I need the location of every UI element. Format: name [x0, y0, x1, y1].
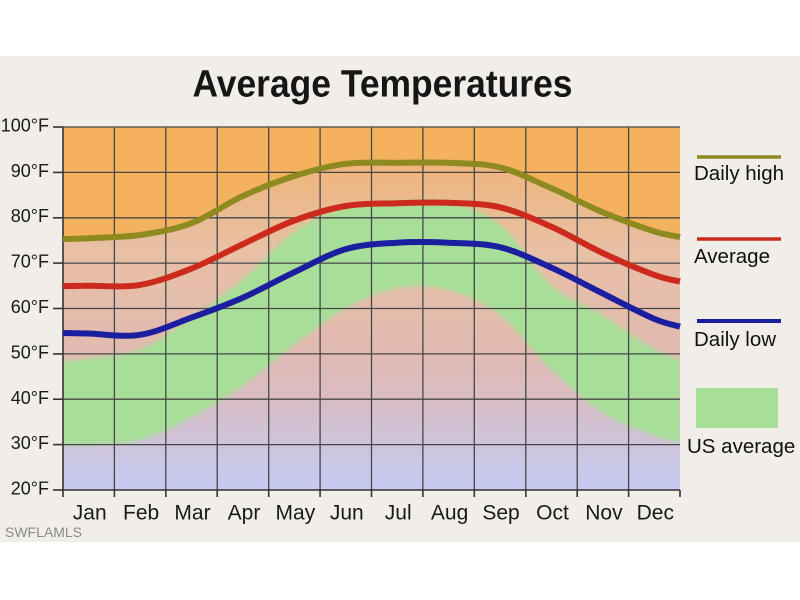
svg-text:Average Temperatures: Average Temperatures	[193, 64, 573, 106]
svg-text:50°F: 50°F	[11, 342, 49, 362]
svg-text:Jul: Jul	[385, 502, 412, 525]
svg-text:100°F: 100°F	[1, 116, 49, 136]
svg-text:Daily high: Daily high	[694, 162, 784, 185]
svg-text:Nov: Nov	[585, 502, 623, 525]
svg-text:May: May	[276, 502, 316, 525]
svg-text:Oct: Oct	[536, 502, 569, 525]
svg-text:Sep: Sep	[482, 502, 519, 525]
svg-text:40°F: 40°F	[11, 388, 49, 408]
svg-text:20°F: 20°F	[11, 479, 49, 499]
svg-text:90°F: 90°F	[11, 161, 49, 181]
svg-text:Mar: Mar	[174, 502, 210, 525]
svg-text:Jun: Jun	[330, 502, 364, 525]
svg-text:SWFLAMLS: SWFLAMLS	[5, 524, 82, 540]
svg-text:Dec: Dec	[637, 502, 674, 525]
svg-text:Jan: Jan	[73, 502, 107, 525]
svg-text:30°F: 30°F	[11, 433, 49, 453]
svg-text:60°F: 60°F	[11, 297, 49, 317]
svg-text:Daily low: Daily low	[694, 328, 776, 351]
svg-text:80°F: 80°F	[11, 206, 49, 226]
svg-text:Aug: Aug	[431, 502, 468, 525]
svg-text:Apr: Apr	[228, 502, 261, 525]
svg-text:Average: Average	[694, 245, 770, 268]
svg-text:70°F: 70°F	[11, 252, 49, 272]
svg-text:Feb: Feb	[123, 502, 159, 525]
svg-text:US average: US average	[687, 435, 795, 458]
